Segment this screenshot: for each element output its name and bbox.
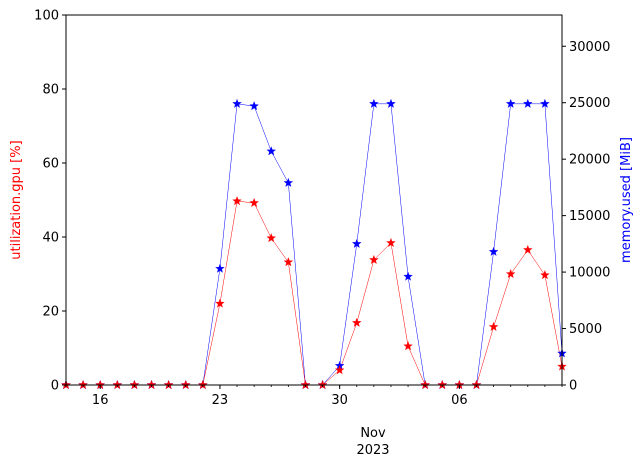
y-left-tick-label: 40 xyxy=(42,231,59,246)
x-tick-label: 16 xyxy=(92,393,109,408)
x-axis-year-label: 2023 xyxy=(356,443,389,458)
data-point-memory xyxy=(369,98,379,108)
x-tick-label: 30 xyxy=(331,393,348,408)
data-point-utilization xyxy=(488,321,499,331)
data-point-memory xyxy=(232,98,242,108)
data-point-utilization xyxy=(386,237,396,247)
data-point-utilization xyxy=(334,365,345,375)
y-right-tick-label: 10000 xyxy=(569,266,610,281)
y-left-tick-label: 80 xyxy=(42,83,59,98)
data-point-utilization xyxy=(369,254,379,265)
x-tick-label: 06 xyxy=(451,393,468,408)
data-point-memory xyxy=(386,98,396,108)
data-point-utilization xyxy=(403,341,413,351)
y-left-tick-label: 0 xyxy=(51,379,59,394)
data-point-memory xyxy=(283,177,294,187)
data-point-memory xyxy=(540,98,550,108)
data-point-utilization xyxy=(283,257,294,267)
y-right-tick-label: 30000 xyxy=(569,40,610,55)
axes: 0204060801000500010000150002000025000300… xyxy=(34,9,610,409)
y-right-tick-label: 25000 xyxy=(569,96,610,111)
data-point-utilization xyxy=(523,244,533,255)
data-point-memory xyxy=(215,263,225,273)
series-line-memory xyxy=(66,103,563,386)
data-point-utilization xyxy=(505,268,516,279)
y-left-tick-label: 100 xyxy=(34,9,59,24)
data-point-memory xyxy=(488,246,499,256)
y-right-tick-label: 0 xyxy=(569,379,577,394)
data-point-memory xyxy=(403,271,413,281)
y-axis-right-label: memory.used [MiB] xyxy=(619,137,634,263)
data-point-utilization xyxy=(215,298,225,308)
data-point-utilization xyxy=(540,270,550,280)
data-point-utilization xyxy=(232,196,242,206)
series-line-utilization xyxy=(66,200,563,386)
y-right-tick-label: 5000 xyxy=(569,322,602,337)
y-left-tick-label: 20 xyxy=(42,305,59,320)
plot-frame xyxy=(65,14,563,386)
x-tick-label: 23 xyxy=(212,393,229,408)
plot-marks xyxy=(61,98,567,390)
data-point-utilization xyxy=(266,233,277,243)
y-left-tick-label: 60 xyxy=(42,157,59,172)
y-right-tick-label: 20000 xyxy=(569,153,610,168)
data-point-utilization xyxy=(249,197,259,208)
x-axis-month-label: Nov xyxy=(360,426,386,441)
data-point-memory xyxy=(266,146,277,156)
data-point-memory xyxy=(351,238,362,248)
data-point-memory xyxy=(249,101,259,111)
data-point-utilization xyxy=(351,317,362,327)
y-right-tick-label: 15000 xyxy=(569,209,610,224)
data-point-memory xyxy=(505,98,516,108)
y-axis-left-label: utilization.gpu [%] xyxy=(9,140,24,259)
data-point-memory xyxy=(523,98,533,108)
